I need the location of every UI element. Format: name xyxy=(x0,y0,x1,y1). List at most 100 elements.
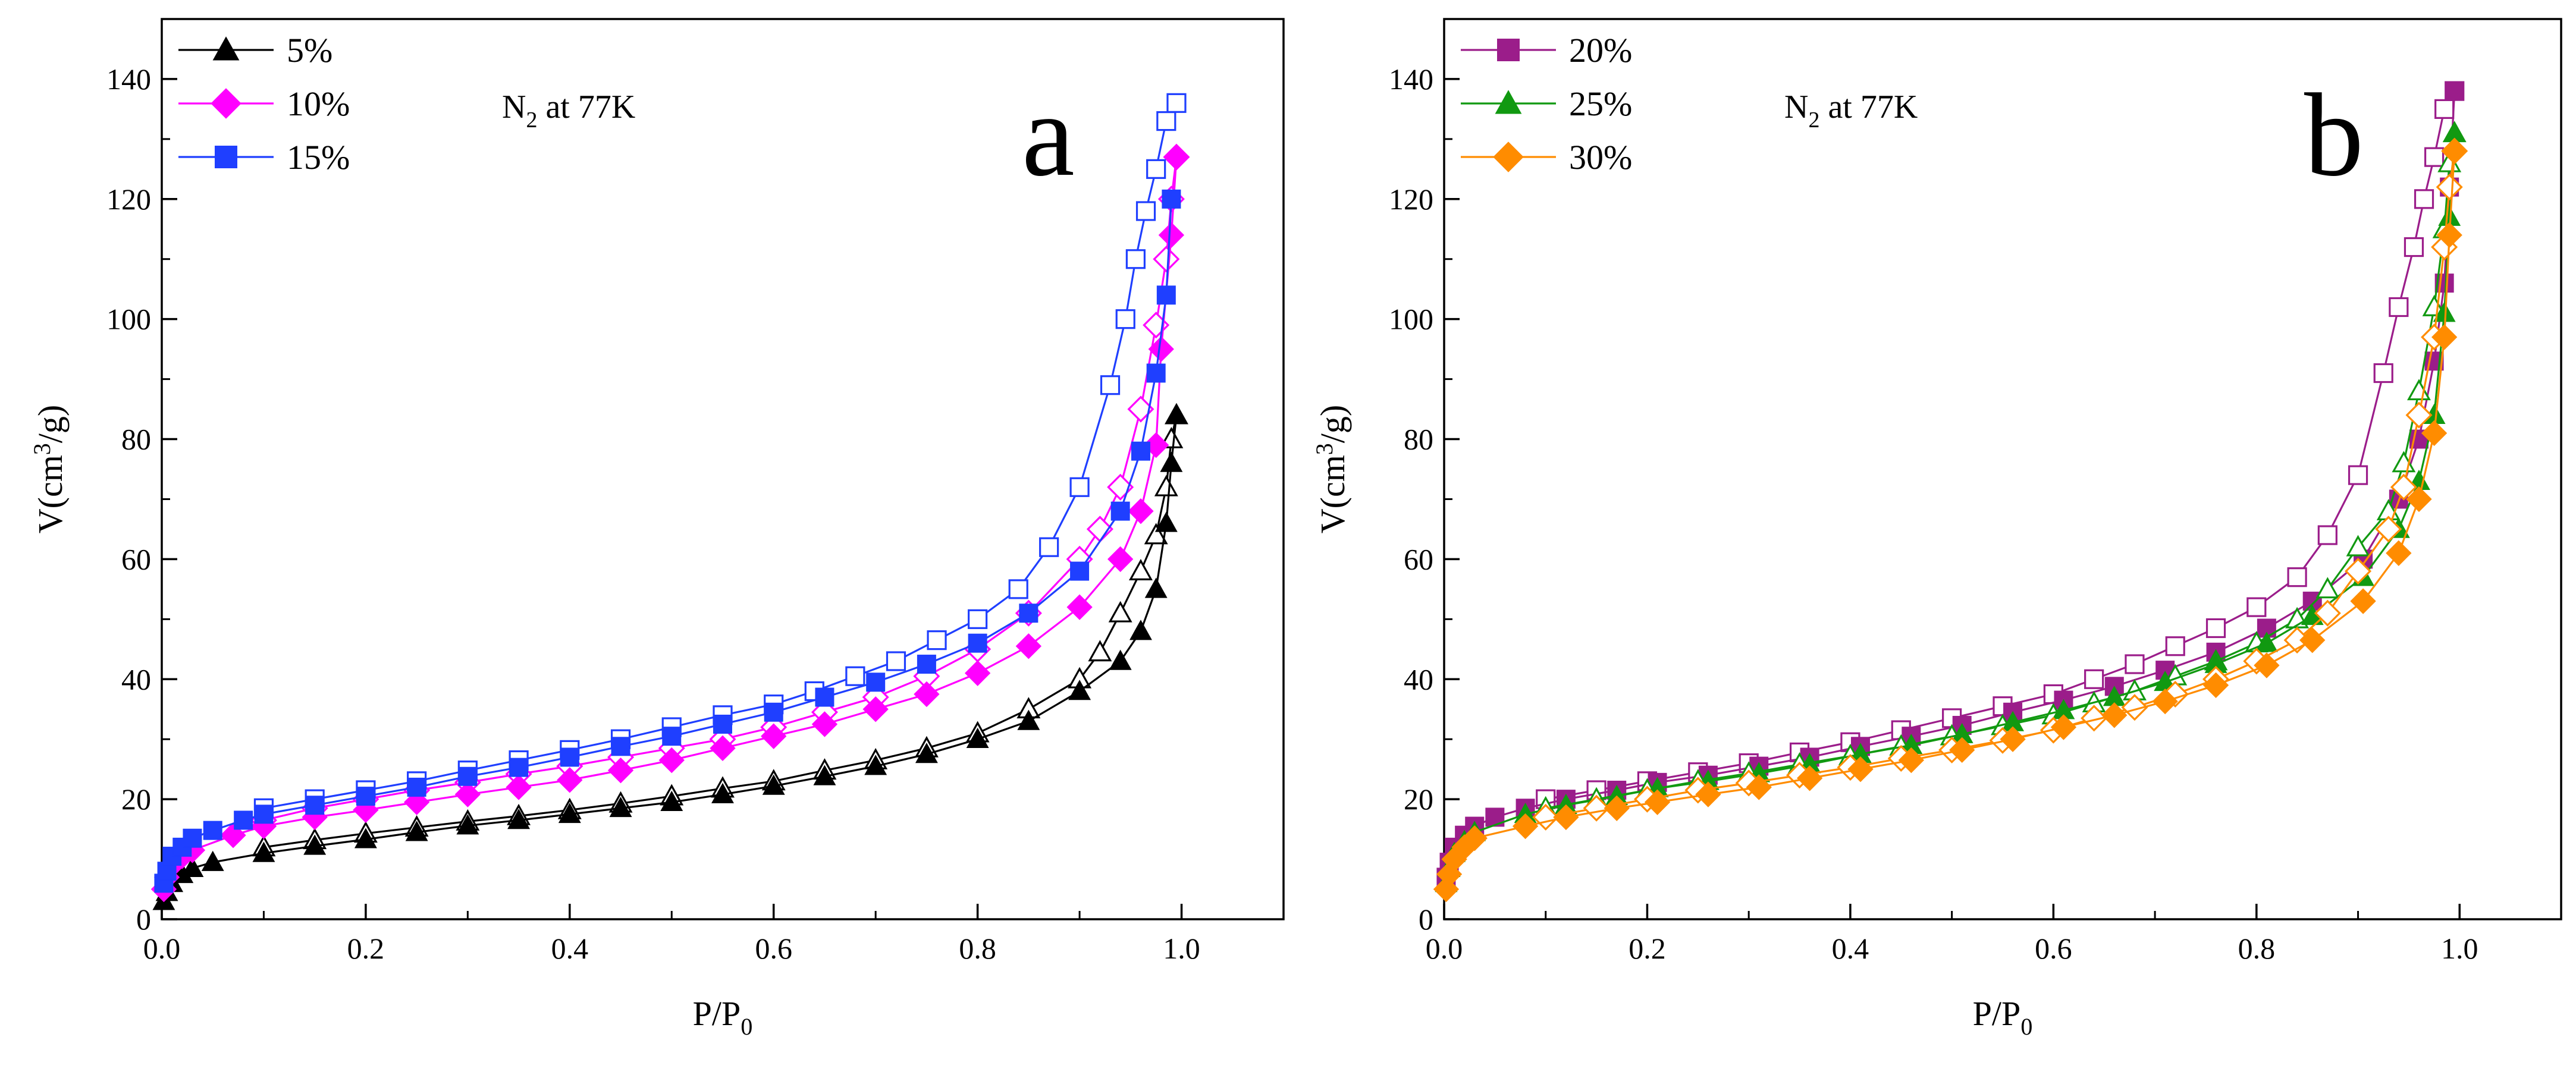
desorption-point xyxy=(1156,111,1176,131)
desorption-point xyxy=(2414,189,2434,209)
desorption-point xyxy=(2373,363,2393,384)
desorption-point xyxy=(1108,601,1132,623)
x-tick-label: 0.0 xyxy=(143,932,181,965)
plot-frame xyxy=(161,18,1285,920)
x-axis-label: P/P0 xyxy=(693,994,753,1040)
panel-label: a xyxy=(1022,70,1075,201)
annotation-main: N xyxy=(1784,89,1808,125)
adsorption-point xyxy=(201,850,224,871)
adsorption-point xyxy=(609,796,632,818)
desorption-point xyxy=(1125,249,1146,269)
annotation-main: N xyxy=(502,89,526,125)
x-tick-label: 0.4 xyxy=(551,932,589,965)
adsorption-point xyxy=(1512,813,1539,840)
y-axis-label-superscript: 3 xyxy=(29,443,55,455)
panel-label: b xyxy=(2304,70,2364,201)
y-tick-label: 80 xyxy=(121,423,151,456)
desorption-point xyxy=(1128,559,1153,580)
adsorption-point xyxy=(507,809,531,829)
legend-marker xyxy=(1493,142,1524,172)
y-tick-label: 100 xyxy=(106,303,151,336)
desorption-point xyxy=(1008,579,1028,599)
adsorption-point xyxy=(1796,765,1823,791)
adsorption-point xyxy=(1898,747,1925,774)
desorption-point xyxy=(2389,297,2409,318)
legend-marker xyxy=(1497,39,1520,61)
adsorption-point xyxy=(2350,588,2376,614)
desorption-point xyxy=(2390,473,2417,501)
adsorption-point xyxy=(1015,633,1042,659)
desorption-point xyxy=(2375,516,2402,543)
annotation-subscript: 2 xyxy=(1808,108,1819,133)
adsorption-point xyxy=(1017,709,1040,730)
legend-label: 5% xyxy=(287,31,332,70)
adsorption-point xyxy=(762,774,785,795)
adsorption-point xyxy=(2421,420,2448,447)
adsorption-point xyxy=(1019,604,1038,623)
x-axis-label-subscript: 0 xyxy=(741,1013,752,1040)
desorption-point xyxy=(2246,597,2267,617)
desorption-point xyxy=(2434,99,2455,119)
adsorption-point xyxy=(968,633,987,653)
adsorption-point xyxy=(864,755,887,775)
legend-label: 10% xyxy=(287,84,350,123)
adsorption-point xyxy=(456,814,479,835)
y-tick-label: 40 xyxy=(121,662,151,696)
desorption-point xyxy=(1069,477,1090,497)
desorption-point xyxy=(1100,375,1121,395)
adsorption-point xyxy=(2406,486,2432,513)
x-tick-label: 0.8 xyxy=(959,932,996,965)
adsorption-point xyxy=(815,687,834,707)
adsorption-point xyxy=(1553,804,1579,831)
y-tick-label: 120 xyxy=(106,183,151,216)
y-tick-label: 0 xyxy=(136,903,151,936)
adsorption-point xyxy=(2254,652,2280,678)
adsorption-point xyxy=(2152,688,2178,715)
annotation-rest: at 77K xyxy=(537,89,635,125)
adsorption-point xyxy=(203,821,222,840)
y-tick-label: 60 xyxy=(1404,542,1433,576)
adsorption-point xyxy=(1949,737,1975,763)
adsorption-point xyxy=(658,747,685,774)
adsorption-point xyxy=(305,796,325,815)
adsorption-point xyxy=(1160,451,1183,472)
x-tick-label: 0.0 xyxy=(1426,932,1463,965)
adsorption-point xyxy=(966,727,989,748)
adsorption-branch xyxy=(1433,138,2468,903)
adsorption-point xyxy=(1156,285,1176,305)
x-tick-label: 0.2 xyxy=(1629,932,1666,965)
y-tick-label: 20 xyxy=(1404,782,1433,816)
y-axis-label-post: /g) xyxy=(31,405,70,443)
desorption-point xyxy=(886,651,906,671)
desorption-point xyxy=(2165,636,2185,656)
adsorption-point xyxy=(1110,501,1130,521)
y-tick-label: 40 xyxy=(1404,662,1433,696)
adsorption-point xyxy=(713,714,732,734)
adsorption-point xyxy=(711,782,734,803)
legend: 20% 25% 30% xyxy=(1461,31,1632,177)
adsorption-point xyxy=(560,747,579,767)
adsorption-point xyxy=(662,727,682,746)
adsorption-point xyxy=(2442,138,2468,164)
y-axis-label: V(cm3/g) xyxy=(1311,405,1352,534)
legend-label: 25% xyxy=(1569,84,1632,123)
x-axis-label-main: P/P xyxy=(1973,994,2021,1033)
adsorption-point xyxy=(1746,774,1772,800)
adsorption-point xyxy=(1461,825,1488,851)
adsorption-point xyxy=(2255,631,2278,652)
adsorption-point xyxy=(252,841,275,862)
adsorption-point xyxy=(509,758,529,777)
y-axis: 0 20 40 60 80 100 120 140 xyxy=(106,62,177,936)
desorption-point xyxy=(2424,147,2445,167)
annotation: N2 at 77K xyxy=(1784,89,1918,133)
desorption-point xyxy=(2125,654,2145,674)
adsorption-point xyxy=(506,774,532,800)
adsorption-point xyxy=(234,810,253,830)
adsorption-point xyxy=(2299,627,2326,653)
desorption-point xyxy=(1039,537,1059,557)
adsorption-point xyxy=(611,737,630,756)
adsorption-point xyxy=(607,758,634,784)
adsorption-point xyxy=(1154,511,1178,532)
desorption-point xyxy=(1153,246,1180,273)
